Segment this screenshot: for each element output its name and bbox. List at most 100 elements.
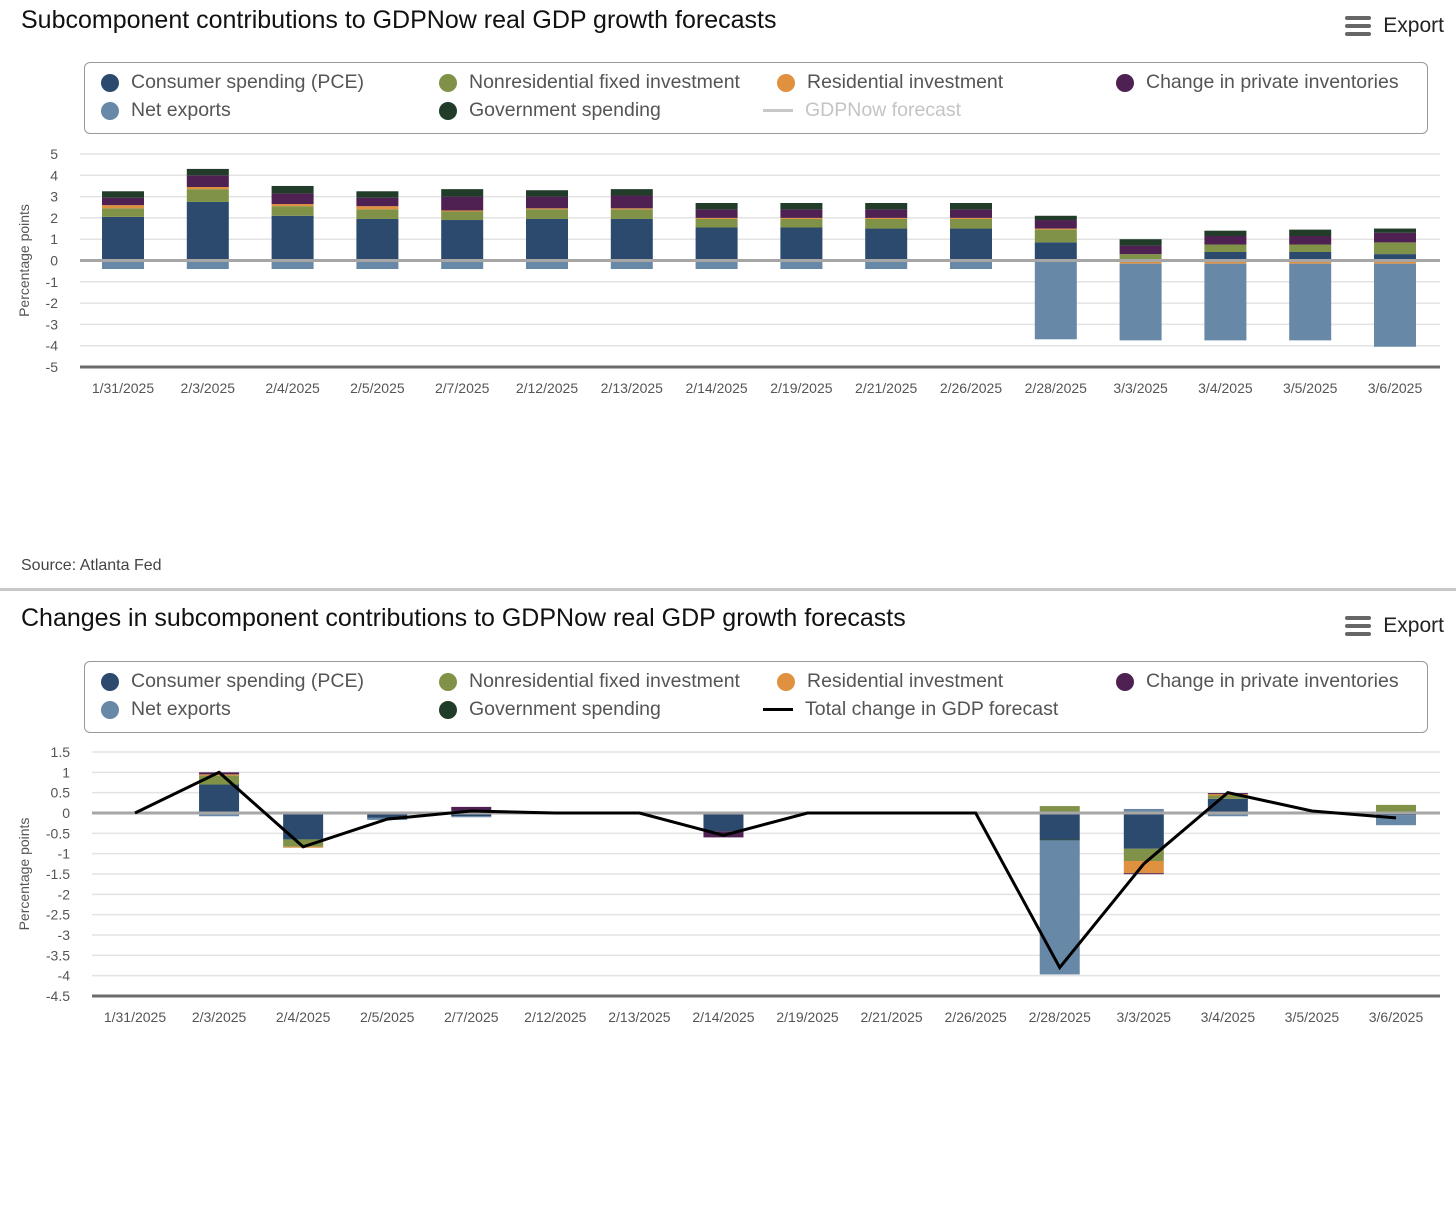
y-tick-label: 4 <box>50 167 58 183</box>
bar-segment-inv <box>1289 236 1332 245</box>
y-tick-label: -4.5 <box>46 988 70 1004</box>
bar-segment-gov <box>865 202 908 210</box>
bar-segment-pce <box>367 813 408 818</box>
x-tick-label: 2/19/2025 <box>776 1009 838 1025</box>
bar-segment-res <box>441 210 484 212</box>
legend-item-netexp[interactable]: Net exports <box>101 99 231 122</box>
bar-segment-pce <box>1034 242 1077 261</box>
x-tick-label: 3/4/2025 <box>1201 1009 1256 1025</box>
bar-segment-gov <box>1034 215 1077 221</box>
bar-segment-inv <box>1034 220 1077 229</box>
y-tick-label: -5 <box>46 359 59 375</box>
bar-segment-res <box>610 208 653 210</box>
bar-segment-inv <box>186 175 229 188</box>
y-tick-label: -4 <box>46 338 59 354</box>
y-tick-label: -1 <box>46 274 59 290</box>
bar-segment-inv <box>451 806 492 811</box>
x-tick-label: 3/5/2025 <box>1283 380 1338 396</box>
y-tick-label: 2 <box>50 210 58 226</box>
x-tick-label: 2/7/2025 <box>444 1009 499 1025</box>
bar-segment-gov <box>950 202 992 210</box>
menu-icon <box>1345 16 1372 36</box>
bar-segment-inv <box>356 197 399 207</box>
legend-dot-swatch <box>439 101 457 120</box>
legend-label: Total change in GDP forecast <box>805 698 1059 720</box>
bar-segment-pce <box>1289 251 1332 261</box>
bar-segment-res <box>1123 860 1164 874</box>
x-tick-label: 2/7/2025 <box>435 380 490 396</box>
bar-segment-pce <box>1123 813 1164 849</box>
bar-segment-res <box>199 774 240 776</box>
legend-label: Consumer spending (PCE) <box>131 71 365 93</box>
bar-segment-gov <box>695 202 738 210</box>
bar-segment-netexp <box>1034 260 1077 340</box>
x-tick-label: 2/13/2025 <box>601 380 663 396</box>
legend-item-inv[interactable]: Change in private inventories <box>1116 71 1399 94</box>
legend-item-pce[interactable]: Consumer spending (PCE) <box>101 670 364 693</box>
legend: Consumer spending (PCE) Net exports Nonres… <box>84 661 1428 733</box>
bar-segment-netexp <box>1289 263 1332 341</box>
source-note: Source: Atlanta Fed <box>21 557 162 574</box>
export-label: Export <box>1383 14 1444 37</box>
bar-segment-gov <box>780 202 823 210</box>
legend-item-gov[interactable]: Government spending <box>439 99 661 122</box>
bar-segment-netexp <box>950 260 992 270</box>
y-tick-label: -1 <box>58 846 71 862</box>
bar-segment-inv <box>695 209 738 218</box>
y-tick-label: -1.5 <box>46 866 70 882</box>
legend-item-nonres[interactable]: Nonresidential fixed investment <box>439 670 740 693</box>
x-tick-label: 2/5/2025 <box>350 380 405 396</box>
x-tick-label: 1/31/2025 <box>104 1009 166 1025</box>
bar-segment-nonres <box>1123 848 1164 861</box>
bar-segment-netexp <box>102 260 144 270</box>
x-tick-label: 1/31/2025 <box>92 380 154 396</box>
y-axis-title: Percentage points <box>16 818 32 931</box>
bar-segment-pce <box>695 227 738 261</box>
bar-segment-pce <box>865 228 908 261</box>
bar-segment-nonres <box>199 775 240 785</box>
legend-label: Consumer spending (PCE) <box>131 670 365 692</box>
bar-segment-inv <box>271 193 314 205</box>
bar-segment-gov <box>186 168 229 176</box>
legend-line-swatch <box>763 109 793 112</box>
export-button[interactable]: Export <box>1345 14 1444 38</box>
x-tick-label: 2/21/2025 <box>860 1009 922 1025</box>
legend-item-pce[interactable]: Consumer spending (PCE) <box>101 71 364 94</box>
x-tick-label: 2/3/2025 <box>181 380 236 396</box>
bar-segment-gov <box>1289 229 1332 237</box>
bar-segment-pce <box>780 227 823 261</box>
bar-segment-res <box>950 217 992 219</box>
legend-dot-swatch <box>439 73 457 92</box>
legend-item-res[interactable]: Residential investment <box>777 670 1003 693</box>
legend-item-gov[interactable]: Government spending <box>439 698 661 721</box>
legend-item-gdpnow-line[interactable]: GDPNow forecast <box>763 99 961 122</box>
y-tick-label: -2 <box>58 886 71 902</box>
y-axis-title: Percentage points <box>16 204 32 317</box>
bar-segment-pce <box>1374 254 1416 261</box>
bar-segment-pce <box>451 813 492 817</box>
bar-segment-netexp <box>610 260 653 270</box>
legend-item-nonres[interactable]: Nonresidential fixed investment <box>439 71 740 94</box>
y-tick-label: 3 <box>50 189 58 205</box>
y-tick-label: 0.5 <box>51 785 71 801</box>
bar-segment-inv <box>1374 232 1416 243</box>
legend-item-inv[interactable]: Change in private inventories <box>1116 670 1399 693</box>
export-button[interactable]: Export <box>1345 614 1444 638</box>
legend-label: Residential investment <box>807 71 1004 93</box>
legend-item-res[interactable]: Residential investment <box>777 71 1003 94</box>
bar-segment-nonres <box>780 218 823 228</box>
menu-icon <box>1345 616 1372 636</box>
bar-segment-nonres <box>1039 806 1080 813</box>
x-tick-label: 2/26/2025 <box>945 1009 1007 1025</box>
legend-item-netexp[interactable]: Net exports <box>101 698 231 721</box>
y-tick-label: -2.5 <box>46 907 70 923</box>
legend-dot-swatch <box>439 672 457 691</box>
bar-segment-netexp <box>199 813 240 817</box>
bar-segment-pce <box>356 218 399 261</box>
bar-segment-nonres <box>1207 795 1248 799</box>
legend-item-total-line[interactable]: Total change in GDP forecast <box>763 698 1058 721</box>
bar-segment-gov <box>1039 839 1080 841</box>
bar-segment-res <box>356 206 399 210</box>
bar-segment-gov <box>102 191 144 198</box>
x-tick-label: 3/6/2025 <box>1369 1009 1424 1025</box>
